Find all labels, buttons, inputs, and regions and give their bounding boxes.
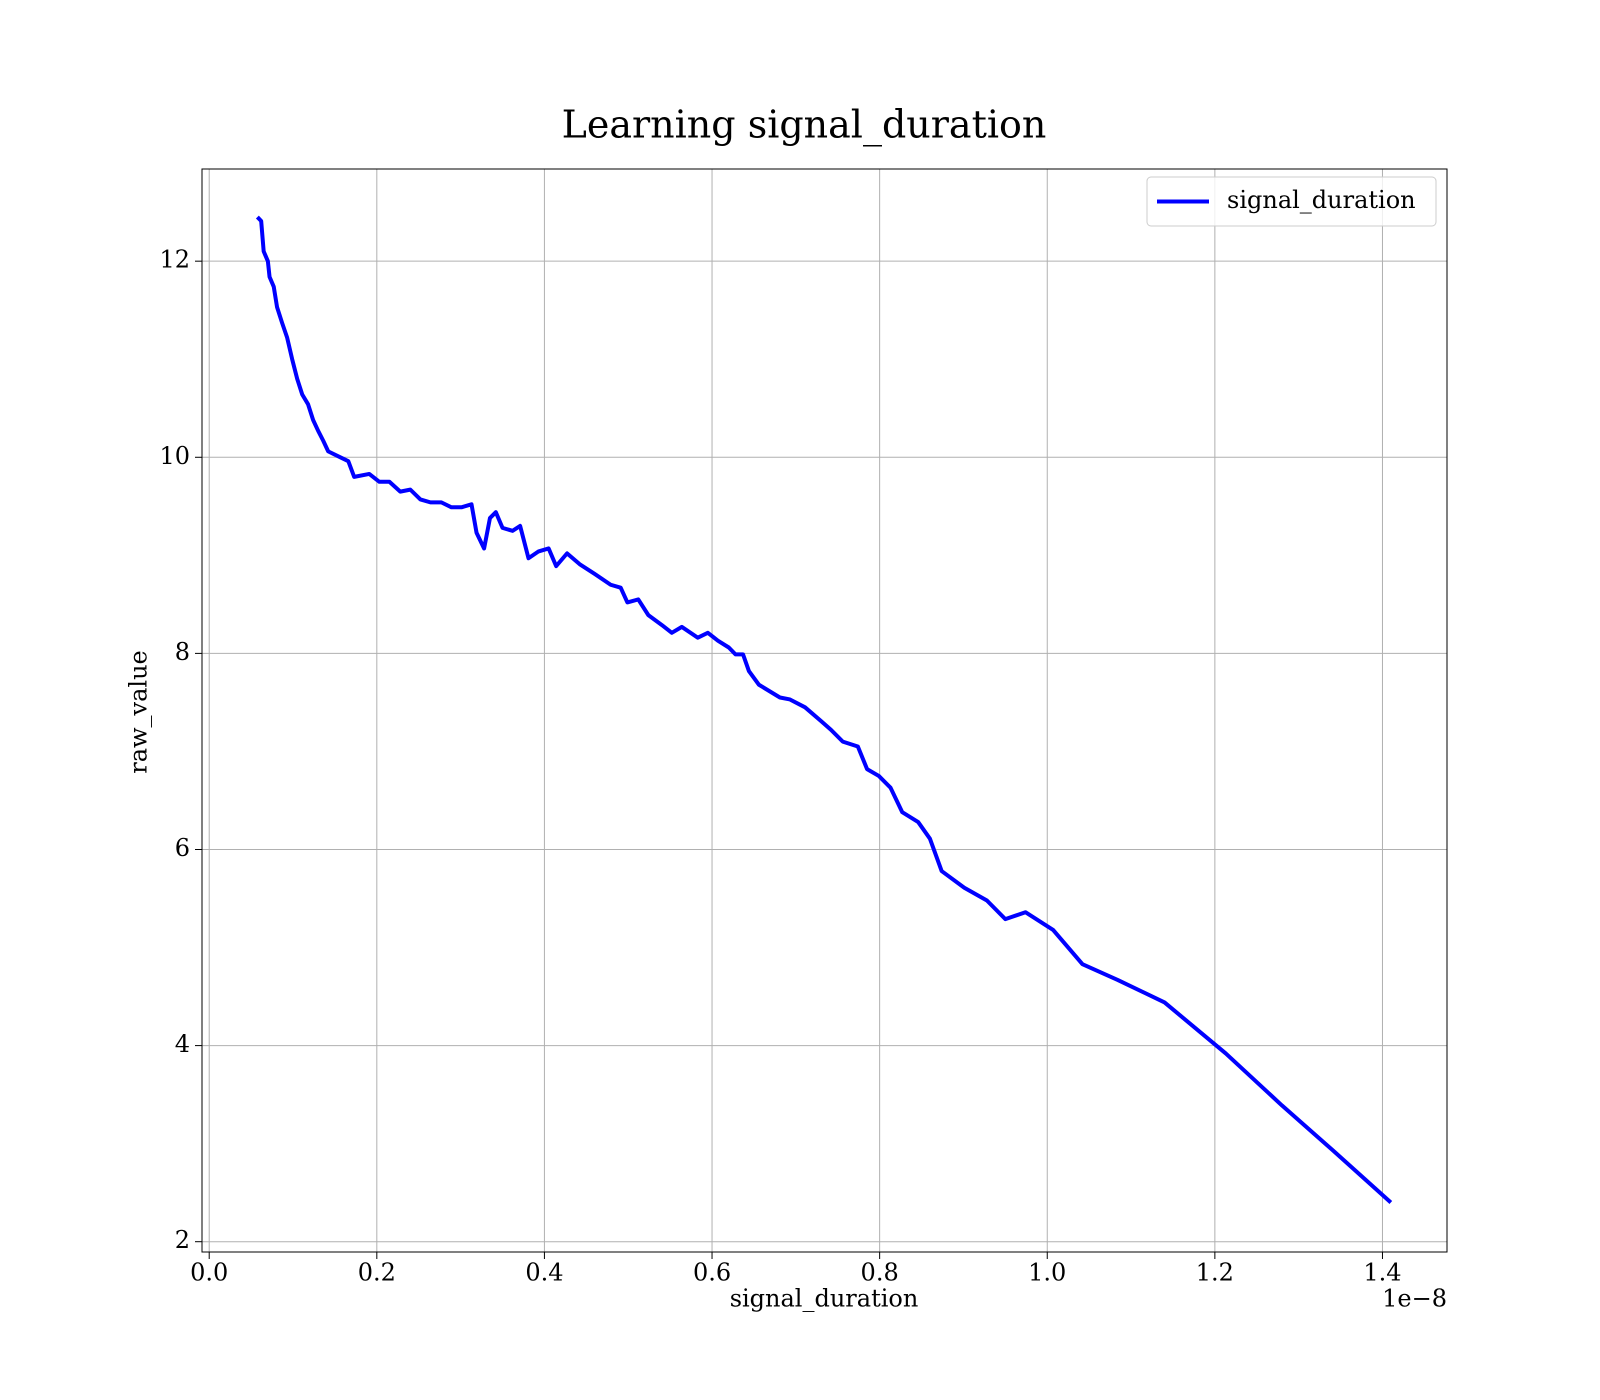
chart-title: Learning signal_duration [562,103,1047,148]
x-tick-label: 0.0 [190,1259,228,1287]
x-axis-label: signal_duration [730,1285,919,1313]
y-tick-label: 12 [159,246,190,274]
x-tick-label: 0.8 [861,1259,899,1287]
y-tick-label: 4 [175,1030,190,1058]
x-offset-label: 1e−8 [1382,1285,1447,1313]
y-axis-label: raw_value [125,650,153,774]
x-tick-label: 0.2 [358,1259,396,1287]
line-series [255,215,1393,1204]
plot-frame [201,168,1448,1253]
x-tick-label: 1.2 [1196,1259,1234,1287]
legend-label: signal_duration [1227,186,1416,214]
x-tick-label: 0.6 [693,1259,731,1287]
x-tick-label: 1.4 [1363,1259,1401,1287]
y-tick-label: 2 [175,1226,190,1254]
y-tick-label: 10 [159,442,190,470]
y-tick-label: 6 [175,834,190,862]
legend-box [1146,176,1437,227]
x-tick-label: 0.4 [525,1259,563,1287]
y-tick-label: 8 [175,638,190,666]
x-tick-label: 1.0 [1028,1259,1066,1287]
